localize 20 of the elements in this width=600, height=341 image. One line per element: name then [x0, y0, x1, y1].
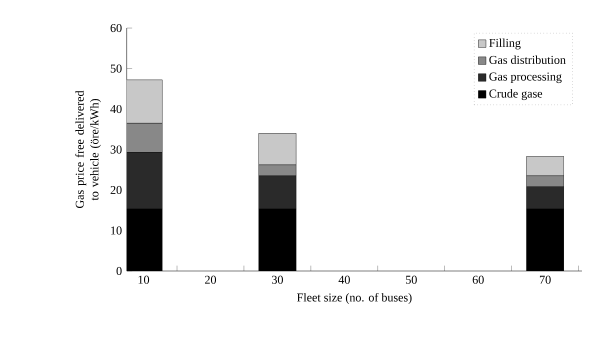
x-tick-label: 50 [406, 276, 417, 284]
legend-label: Gas processing [489, 72, 562, 84]
y-tick-label: 30 [110, 145, 122, 154]
legend-label: Gas distribution [489, 56, 566, 64]
y-tick-label: 20 [110, 186, 122, 194]
x-tick-label: 20 [204, 276, 216, 284]
y-axis-title: Gas price free delivered to vehicle (öre/kWh) [75, 90, 101, 208]
y-tick-label: 50 [110, 64, 122, 73]
x-axis-title: Fleet size (no. of buses) [297, 292, 412, 304]
legend-label: Crude gase [489, 89, 542, 100]
x-tick-label: 40 [338, 276, 350, 284]
y-tick-label: 10 [111, 226, 122, 235]
y-tick-label: 0 [116, 266, 122, 276]
x-tick-label: 30 [272, 276, 283, 284]
x-tick-label: 60 [472, 276, 484, 284]
y-tick-label: 60 [110, 24, 122, 32]
legend-label: Filling [489, 38, 521, 50]
y-tick-label: 40 [110, 104, 122, 114]
x-tick-label: 70 [540, 276, 551, 284]
x-tick-label: 10 [138, 276, 150, 284]
